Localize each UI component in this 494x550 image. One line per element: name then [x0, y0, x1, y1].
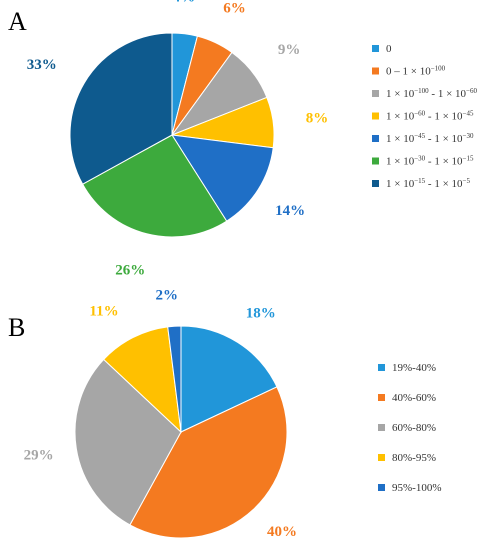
panel-letter-b: B — [8, 313, 25, 342]
pie-a-slice-6 — [69, 32, 173, 185]
pie-b-label-2: 29% — [24, 448, 54, 464]
legend-b-swatch-4 — [378, 484, 385, 491]
pie-a-label-6: 33% — [27, 57, 57, 73]
legend-a-swatch-2 — [372, 90, 379, 97]
legend-b-label-1: 40%-60% — [392, 392, 436, 404]
pie-a-label-2: 9% — [278, 42, 301, 58]
legend-a: 0 0 – 1 × 10−100 1 × 10−100 - 1 × 10−60 1 ×… — [372, 43, 477, 190]
pie-b-slice-4 — [167, 325, 182, 433]
pie-b-label-1: 40% — [267, 524, 297, 540]
pie-b-label-4: 2% — [156, 288, 179, 304]
legend-b-label-4: 95%-100% — [392, 482, 442, 494]
legend-a-swatch-3 — [372, 112, 379, 120]
pie-a-label-1: 6% — [223, 1, 246, 17]
pie-b-slice-0 — [180, 325, 278, 433]
pie-b-label-3: 11% — [89, 304, 118, 320]
legend-b-swatch-2 — [378, 424, 385, 431]
legend-a-swatch-0 — [372, 45, 379, 52]
pie-a-slice-4 — [171, 134, 274, 222]
panel-letter-a: A — [8, 7, 27, 36]
legend-b-swatch-0 — [378, 364, 385, 371]
legend-a-swatch-5 — [372, 157, 379, 165]
legend-b-label-3: 80%-95% — [392, 452, 436, 464]
legend-a-swatch-1 — [372, 67, 379, 75]
pie-b-slice-3 — [103, 326, 182, 434]
legend-a-label-4: 1 × 10−45 - 1 × 10−30 — [386, 132, 474, 145]
legend-b: 19%-40% 40%-60% 60%-80% 80%-95% 95%-100% — [378, 362, 442, 494]
legend-b-label-2: 60%-80% — [392, 422, 436, 434]
pie-b-slice-2 — [74, 358, 182, 526]
pie-a-label-3: 8% — [306, 110, 329, 126]
legend-a-label-0: 0 — [386, 43, 392, 55]
pie-a-label-5: 26% — [115, 262, 145, 278]
legend-a-label-3: 1 × 10−60 - 1 × 10−45 — [386, 110, 474, 123]
legend-b-label-0: 19%-40% — [392, 362, 436, 374]
pie-a-label-4: 14% — [275, 203, 305, 219]
pie-b-label-0: 18% — [246, 306, 276, 322]
legend-a-swatch-6 — [372, 180, 379, 187]
pie-a-slice-5 — [81, 134, 228, 238]
legend-b-swatch-1 — [378, 394, 385, 401]
legend-a-label-2: 1 × 10−100 - 1 × 10−60 — [386, 87, 477, 100]
pie-chart-b: 18% 40% 29% 11% 2% — [24, 288, 297, 541]
legend-a-label-5: 1 × 10−30 - 1 × 10−15 — [386, 155, 474, 168]
legend-a-swatch-4 — [372, 135, 379, 142]
legend-a-label-1: 0 – 1 × 10−100 — [386, 65, 446, 78]
legend-a-label-6: 1 × 10−15 - 1 × 10−5 — [386, 177, 470, 190]
legend-b-swatch-3 — [378, 454, 385, 461]
pie-a-label-0: 4% — [173, 0, 196, 5]
pie-b-slice-1 — [129, 386, 288, 539]
pie-chart-a: 4% 6% 9% 8% 14% 26% 33% — [27, 0, 328, 278]
